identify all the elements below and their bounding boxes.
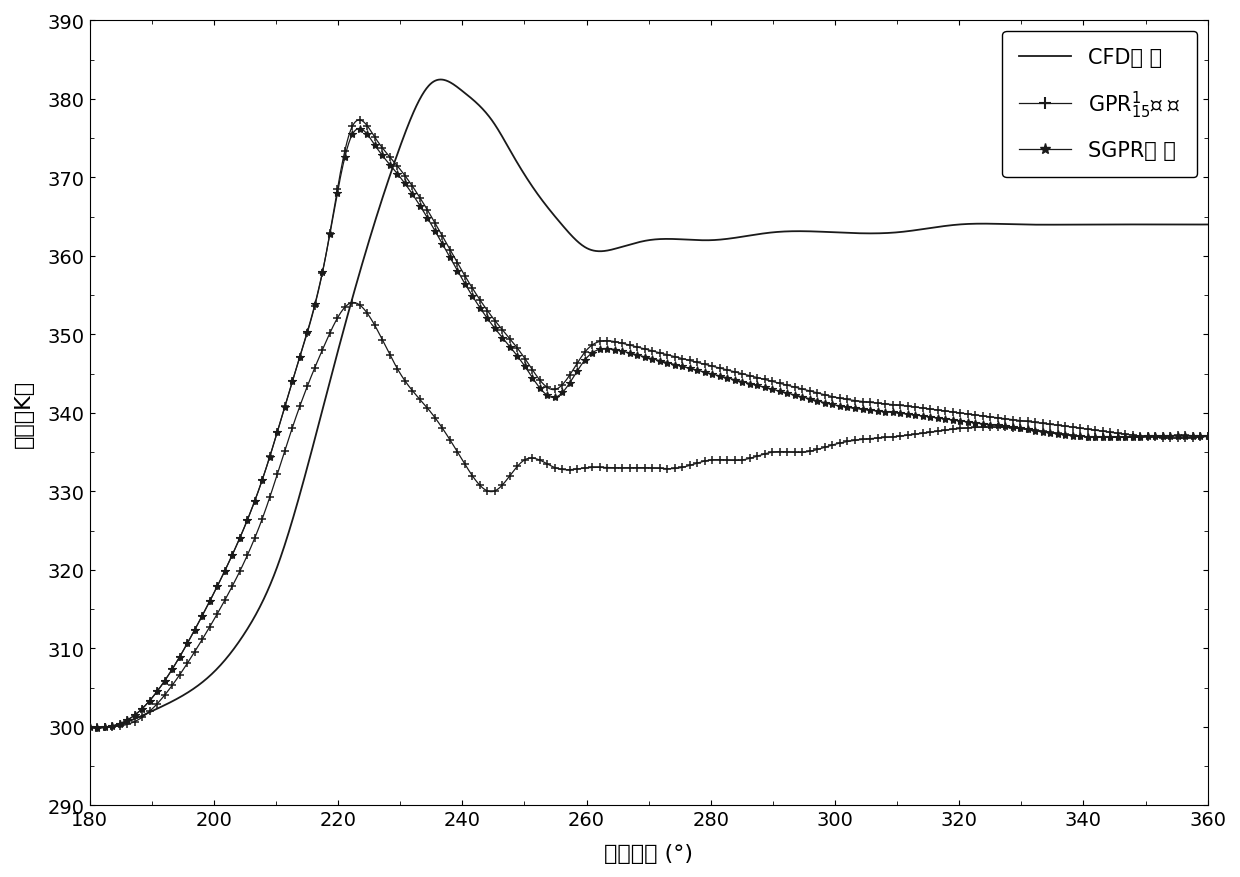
- Y-axis label: 温度（K）: 温度（K）: [14, 380, 33, 447]
- Legend: CFD模 型, GPR$^1_{15}$模 型, SGPR模 型: CFD模 型, GPR$^1_{15}$模 型, SGPR模 型: [1002, 32, 1197, 178]
- X-axis label: 曲柄转角 (°): 曲柄转角 (°): [604, 843, 693, 863]
